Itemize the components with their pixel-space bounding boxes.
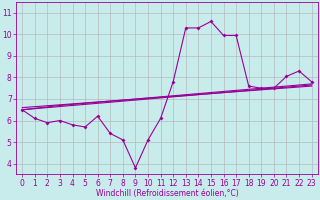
X-axis label: Windchill (Refroidissement éolien,°C): Windchill (Refroidissement éolien,°C) [96, 189, 238, 198]
